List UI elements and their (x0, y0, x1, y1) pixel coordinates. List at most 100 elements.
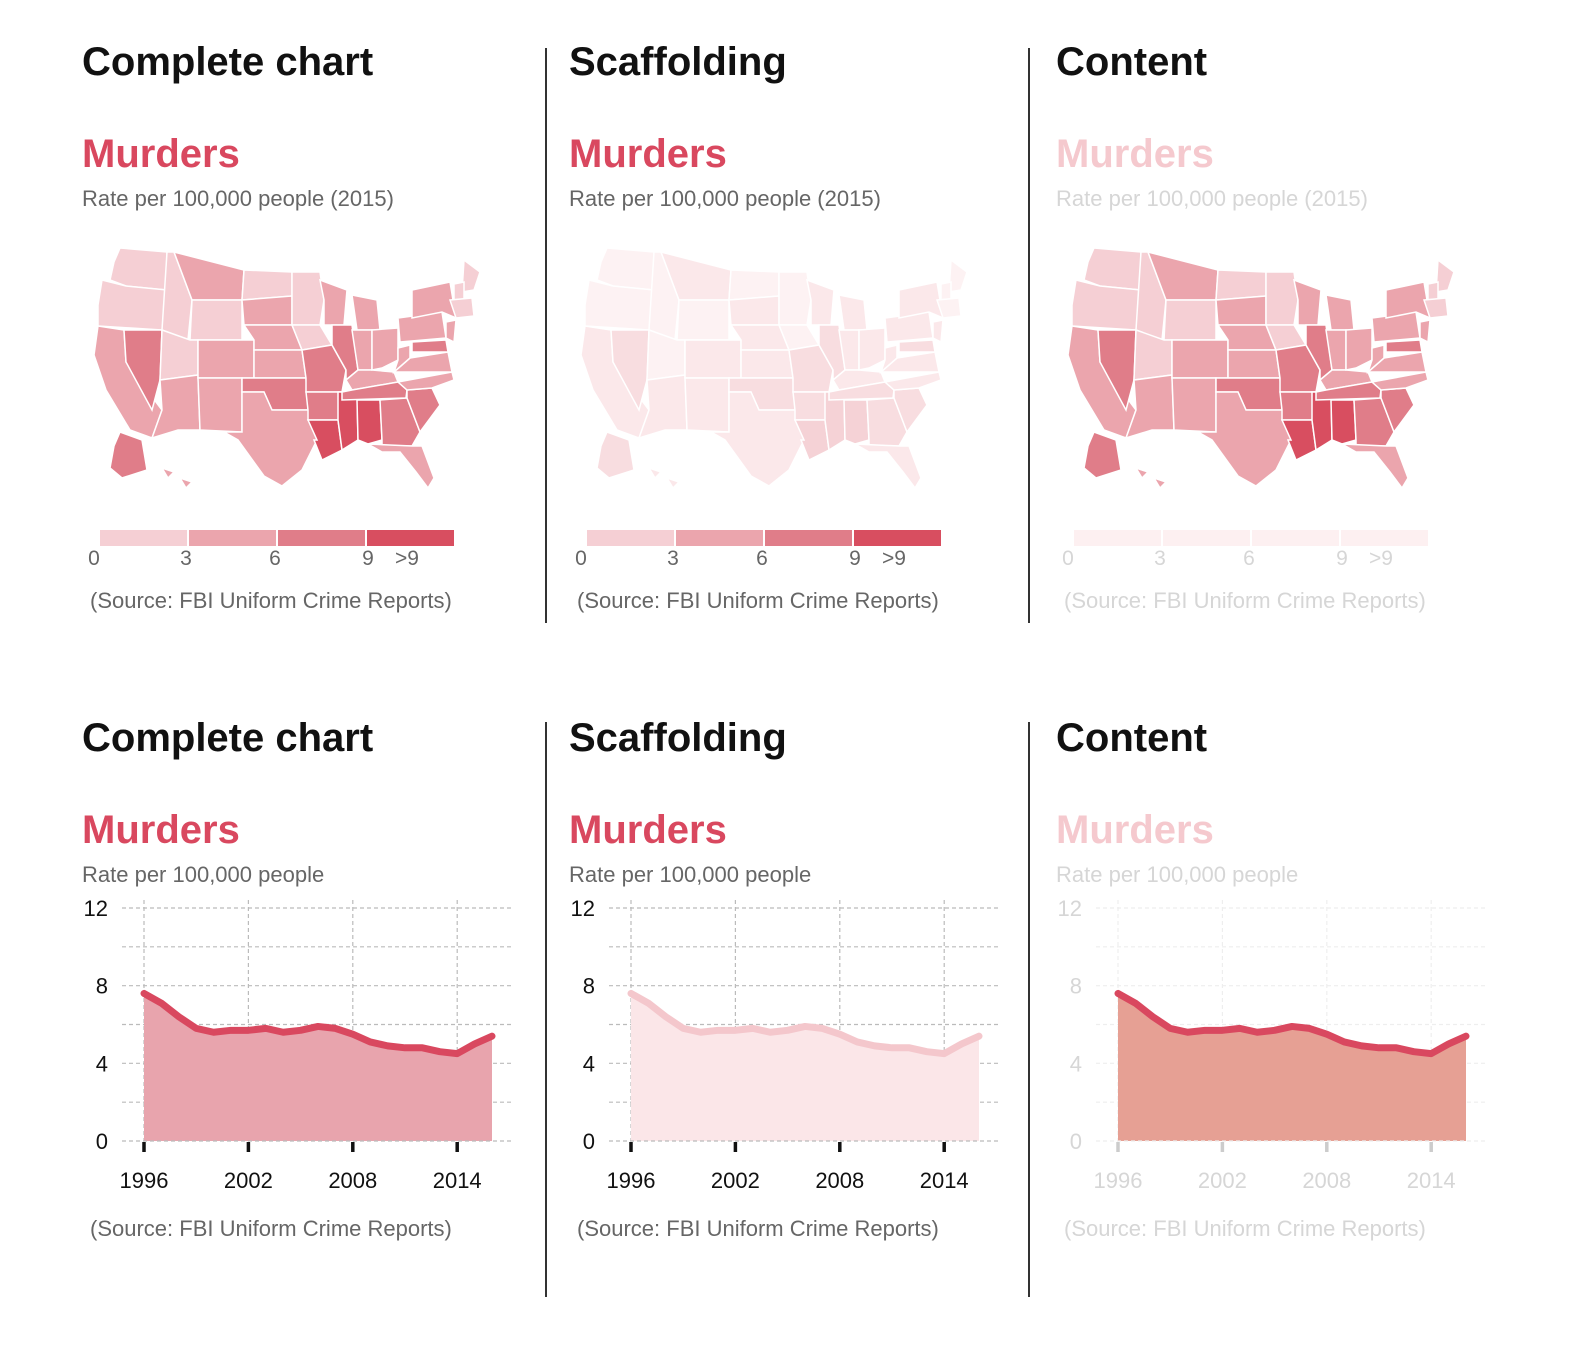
panel-label: Content (1056, 40, 1208, 84)
legend-label: 0 (88, 547, 100, 570)
map-state-nc (883, 371, 942, 391)
map-state-ms (824, 391, 846, 452)
legend-swatch-2 (1252, 530, 1339, 546)
map-state-wi (806, 278, 835, 326)
legend-label: >9 (882, 547, 906, 570)
panel-scaffolding-map: Scaffolding Murders Rate per 100,000 peopl… (569, 40, 1009, 640)
map-state-nd (241, 269, 293, 301)
chart-source: (Source: FBI Uniform Crime Reports) (577, 1216, 939, 1241)
map-state-ne2 (448, 297, 475, 319)
chart-subtitle: Rate per 100,000 people (2015) (569, 186, 881, 211)
legend-swatch-3 (854, 530, 941, 546)
x-tick-label: 2008 (815, 1168, 864, 1193)
map-state-wi (319, 278, 348, 326)
map-state-co (197, 339, 255, 379)
legend-label: 0 (575, 547, 587, 570)
chart-title: Murders (1056, 808, 1214, 852)
x-tick-label: 1996 (607, 1168, 656, 1193)
map-state-fl (367, 443, 435, 490)
x-tick-label: 2014 (920, 1168, 969, 1193)
map-state-id (161, 251, 193, 342)
map-state-mi (838, 294, 868, 331)
series-line (627, 989, 983, 1058)
line-chart: 0 4 8 12 1996 2002 2008 2014 (1058, 896, 1488, 1193)
map-state-ms (337, 391, 359, 452)
map-state-ks (1227, 349, 1281, 379)
map-state-hi1 (647, 466, 663, 480)
map-state-al (1330, 399, 1357, 445)
chart-source: (Source: FBI Uniform Crime Reports) (90, 588, 452, 613)
divider-left-bottom (545, 722, 547, 1297)
map-state-tx (1195, 391, 1292, 487)
map-state-me (1435, 258, 1455, 293)
map-state-wv (879, 344, 898, 375)
series-line (140, 989, 496, 1058)
map-state-ny (411, 281, 457, 320)
map-state-fl (854, 443, 922, 490)
map-state-mi (351, 294, 381, 331)
x-tick-label: 2002 (1198, 1168, 1247, 1193)
map-state-hi2 (665, 476, 681, 490)
legend-swatch-3 (367, 530, 454, 546)
panel-content-map: Content Murders Rate per 100,000 people (2… (1056, 40, 1496, 640)
y-tick-label: 4 (1070, 1051, 1082, 1076)
map-state-wy (189, 299, 243, 341)
map-state-co (684, 339, 742, 379)
map-state-nv (123, 329, 163, 413)
map-state-ak (109, 431, 148, 479)
panel-complete-map: Complete chart Murders Rate per 100,000 pe… (82, 40, 522, 640)
y-tick-label: 12 (84, 896, 108, 921)
legend-label: 9 (1336, 547, 1348, 570)
divider-right (1028, 48, 1030, 623)
map-state-sd (728, 295, 780, 326)
legend-label: 0 (1062, 547, 1074, 570)
line-chart: 0 4 8 12 1996 2002 2008 2014 (571, 896, 1001, 1193)
area-fill (144, 993, 492, 1141)
x-tick-label: 2014 (1407, 1168, 1456, 1193)
legend-label: >9 (1369, 547, 1393, 570)
map-state-mn (778, 271, 812, 326)
panel-content-line: Content Murders Rate per 100,000 people (So… (1056, 716, 1496, 1316)
map-state-nv (610, 329, 650, 413)
map-state-nj (932, 319, 944, 344)
legend-label: 6 (269, 547, 281, 570)
map-state-co (1171, 339, 1229, 379)
map-state-al (356, 399, 383, 445)
x-tick-label: 1996 (1094, 1168, 1143, 1193)
map-state-md (898, 339, 936, 353)
map-state-hi2 (178, 476, 194, 490)
legend-label: 3 (1154, 547, 1166, 570)
map-state-nc (1370, 371, 1429, 391)
map-state-mn (1265, 271, 1299, 326)
map-state-nm (197, 377, 243, 433)
map-state-ny (1385, 281, 1431, 320)
legend-label: 3 (667, 547, 679, 570)
legend-swatch-0 (587, 530, 674, 546)
panel-complete-line: Complete chart Murders Rate per 100,000 pe… (82, 716, 522, 1316)
y-tick-label: 0 (583, 1129, 595, 1154)
map-state-ms (1311, 391, 1333, 452)
map-legend (100, 530, 454, 546)
panel-label: Content (1056, 716, 1208, 760)
map-state-wv (392, 344, 411, 375)
x-tick-label: 2002 (224, 1168, 273, 1193)
map-state-mi (1325, 294, 1355, 331)
x-tick-label: 2008 (328, 1168, 377, 1193)
map-state-nd (728, 269, 780, 301)
area-fill (1118, 993, 1466, 1141)
legend-swatch-2 (765, 530, 852, 546)
map-state-mn (291, 271, 325, 326)
map-state-oh (371, 327, 399, 371)
panel-label: Scaffolding (569, 40, 787, 84)
area-fill (631, 993, 979, 1141)
us-map (580, 247, 968, 490)
map-state-me (461, 258, 481, 293)
legend-swatch-2 (278, 530, 365, 546)
legend-swatch-0 (1074, 530, 1161, 546)
map-state-md (1385, 339, 1423, 353)
y-tick-label: 0 (1070, 1129, 1082, 1154)
legend-label: 6 (1243, 547, 1255, 570)
chart-title: Murders (1056, 132, 1214, 176)
legend-swatch-3 (1341, 530, 1428, 546)
x-tick-label: 2008 (1302, 1168, 1351, 1193)
